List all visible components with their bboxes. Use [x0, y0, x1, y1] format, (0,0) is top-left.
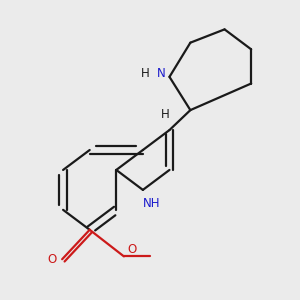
Text: O: O [47, 253, 56, 266]
Text: NH: NH [143, 197, 160, 210]
Text: H: H [140, 67, 149, 80]
Text: N: N [157, 67, 165, 80]
Text: H: H [161, 108, 170, 122]
Text: O: O [128, 243, 137, 256]
